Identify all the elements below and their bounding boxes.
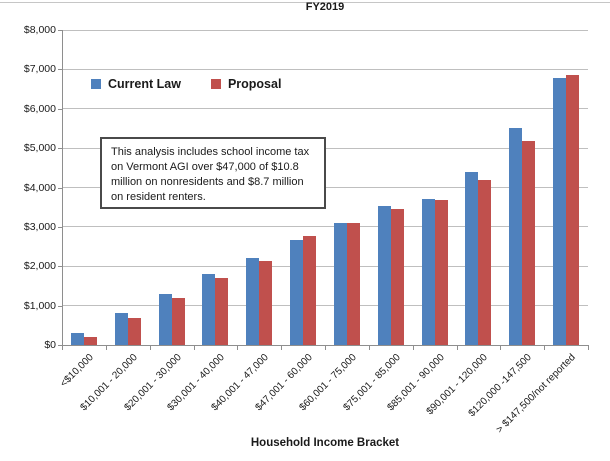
- x-axis-tick: [500, 346, 501, 350]
- y-axis-tick: [58, 226, 62, 228]
- y-axis-label: $3,000: [23, 220, 56, 233]
- bar-proposal-3: [215, 278, 229, 345]
- x-axis-tick: [62, 346, 63, 350]
- bar-proposal-4: [259, 261, 273, 345]
- x-axis-tick: [588, 346, 589, 350]
- x-axis-label: <$10,000: [58, 352, 96, 390]
- y-axis-tick: [58, 108, 62, 110]
- legend-swatch-current-law: [91, 79, 101, 89]
- y-axis-tick: [58, 266, 62, 268]
- x-axis-tick: [194, 346, 195, 350]
- bar-current-law-3: [202, 274, 216, 345]
- legend-label-current-law: Current Law: [108, 77, 181, 91]
- window-top-border: [0, 2, 610, 3]
- y-axis-label: $4,000: [23, 181, 56, 194]
- bar-current-law-4: [246, 258, 260, 345]
- annotation-box: This analysis includes school income tax…: [100, 137, 326, 209]
- y-axis-line: [62, 30, 63, 346]
- bar-proposal-5: [303, 236, 317, 345]
- bar-current-law-11: [553, 78, 567, 345]
- x-axis-tick: [150, 346, 151, 350]
- bar-proposal-8: [434, 200, 448, 345]
- y-axis-label: $0: [44, 339, 56, 351]
- y-axis-label: $7,000: [23, 63, 56, 76]
- legend: Current Law Proposal: [91, 77, 281, 91]
- bar-proposal-7: [390, 209, 404, 345]
- y-axis-label: $6,000: [23, 102, 56, 115]
- legend-item-proposal: Proposal: [210, 77, 282, 91]
- x-axis-label: > $147,500/not reported: [494, 352, 578, 436]
- x-axis-title: Household Income Bracket: [250, 437, 400, 449]
- bar-proposal-11: [566, 75, 580, 345]
- x-axis-tick: [325, 346, 326, 350]
- bar-proposal-6: [346, 223, 360, 345]
- y-axis-tick: [58, 30, 62, 31]
- plot-area: [62, 29, 588, 345]
- y-axis-tick: [58, 305, 62, 307]
- y-axis-label: $8,000: [23, 24, 56, 36]
- gridline: [62, 68, 588, 70]
- gridline: [62, 305, 588, 307]
- y-axis-tick: [58, 187, 62, 189]
- y-axis-label: $5,000: [23, 142, 56, 155]
- y-axis-label: $2,000: [23, 260, 56, 273]
- x-axis-tick: [544, 346, 545, 350]
- chart-title: FY2019: [305, 1, 345, 13]
- bar-current-law-9: [465, 172, 479, 345]
- legend-item-current-law: Current Law: [91, 77, 181, 91]
- y-axis-tick: [58, 148, 62, 150]
- legend-label-proposal: Proposal: [227, 77, 282, 91]
- bar-proposal-1: [127, 318, 141, 345]
- bar-current-law-7: [377, 206, 391, 345]
- gridline: [62, 108, 588, 110]
- bar-proposal-2: [171, 298, 185, 345]
- gridline: [62, 29, 588, 31]
- x-axis-tick: [413, 346, 414, 350]
- bar-current-law-1: [114, 313, 128, 345]
- x-axis-tick: [106, 346, 107, 350]
- y-axis-tick: [58, 69, 62, 71]
- bar-current-law-5: [290, 240, 304, 345]
- x-axis-line: [62, 345, 589, 346]
- legend-swatch-proposal: [210, 79, 221, 89]
- bar-current-law-0: [70, 333, 84, 345]
- x-axis-tick: [457, 346, 458, 350]
- bar-current-law-8: [421, 199, 435, 345]
- bar-proposal-10: [522, 141, 536, 345]
- bar-current-law-10: [509, 128, 523, 345]
- x-axis-tick: [369, 346, 370, 350]
- gridline: [62, 265, 588, 267]
- x-axis-tick: [281, 346, 282, 350]
- bar-proposal-0: [83, 337, 97, 345]
- y-axis-tick: [58, 345, 62, 346]
- bar-proposal-9: [478, 180, 492, 345]
- y-axis-label: $1,000: [23, 299, 56, 312]
- gridline: [62, 226, 588, 228]
- bar-current-law-6: [333, 223, 347, 345]
- bar-current-law-2: [158, 294, 172, 345]
- x-axis-tick: [237, 346, 238, 350]
